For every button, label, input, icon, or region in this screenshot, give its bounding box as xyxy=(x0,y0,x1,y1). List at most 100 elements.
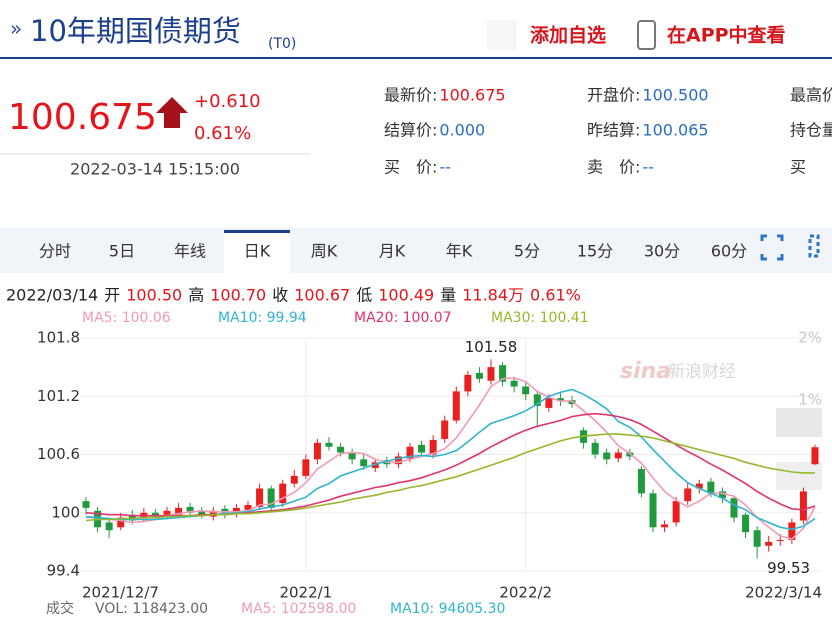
quote-time: 2022-03-14 15:15:00 xyxy=(70,160,240,179)
y2-tick-label: 1% xyxy=(798,390,822,408)
tab[interactable]: 日K xyxy=(244,242,271,261)
candle-body xyxy=(464,374,472,392)
last-price: 100.675 xyxy=(8,97,157,138)
legend: MA5: 100.06 MA10: 99.94 MA20: 100.07 MA30: … xyxy=(82,310,589,326)
price-change: +0.610 xyxy=(194,91,261,112)
tab[interactable]: 60分 xyxy=(711,242,747,261)
active-tab xyxy=(224,231,290,273)
watermark-logo: sina xyxy=(620,359,671,384)
header-rule xyxy=(0,57,832,59)
candle-body xyxy=(649,493,657,528)
candle-body xyxy=(371,462,379,469)
info-label: 开盘价: xyxy=(587,86,640,105)
tab[interactable]: 5分 xyxy=(514,242,540,261)
tab[interactable]: 分时 xyxy=(39,242,71,261)
y-tick-label: 100.6 xyxy=(37,445,80,463)
legend-entry: MA30: 100.41 xyxy=(491,310,589,326)
candle-body xyxy=(614,452,622,459)
candle-body xyxy=(788,522,796,540)
candle-body xyxy=(256,488,264,507)
candle-body xyxy=(556,398,564,402)
add-watchlist[interactable]: 添加自选 xyxy=(530,24,606,47)
ohlc-value: 100.70 xyxy=(210,286,266,305)
candle-body xyxy=(707,481,715,494)
info-label: 昨结算: xyxy=(587,121,640,140)
candle-body xyxy=(475,372,483,379)
x-tick-label: 2022/1 xyxy=(279,584,332,602)
candle-body xyxy=(163,510,171,515)
volume-label: 成交 xyxy=(46,600,74,617)
candle-body xyxy=(487,367,495,381)
volume-value: VOL: 118423.00 xyxy=(95,601,208,617)
candle-body xyxy=(418,444,426,453)
candle-body xyxy=(406,446,414,459)
overlay-band xyxy=(776,462,822,490)
ma-line xyxy=(85,388,816,531)
candle-body xyxy=(591,442,599,455)
candle-body xyxy=(198,510,206,515)
candle-body xyxy=(267,488,275,508)
candle-body xyxy=(603,452,611,460)
tab[interactable]: 年K xyxy=(446,242,473,261)
tabs: 分时 5日 年线 日K 周K 月K 年K 5分 15分 30分 60分 xyxy=(39,230,747,273)
x-tick-label: 2022/3/14 xyxy=(745,584,822,602)
fullscreen-icon[interactable] xyxy=(760,234,784,261)
candle-body xyxy=(510,380,518,387)
tab[interactable]: 15分 xyxy=(577,242,613,261)
active-tab-bar xyxy=(224,230,290,233)
ohlc-value: 100.67 xyxy=(294,286,350,305)
candle-body xyxy=(776,539,784,541)
candle-body xyxy=(545,398,553,408)
candle-body xyxy=(302,459,310,476)
tab-bar xyxy=(0,228,832,273)
candle-body xyxy=(637,469,645,494)
legend-entry: MA20: 100.07 xyxy=(354,310,452,326)
candle-body xyxy=(175,507,183,515)
candle-body xyxy=(209,510,217,517)
ma-line xyxy=(86,376,816,540)
ohlc-value: 100.49 xyxy=(378,286,434,305)
tab[interactable]: 月K xyxy=(379,242,406,261)
tab[interactable]: 30分 xyxy=(644,242,680,261)
up-arrow xyxy=(156,97,188,128)
candle-body xyxy=(695,483,703,489)
phone-icon xyxy=(637,20,656,50)
tab[interactable]: 年线 xyxy=(174,242,206,261)
ohlc-label: 量 xyxy=(440,286,456,305)
candle-body xyxy=(128,514,136,521)
quote-line: 2022/03/14 开 100.50 高 100.70 收 100.67 低 100.49 量 1… xyxy=(6,286,581,305)
candle-body xyxy=(522,386,530,395)
candle-body xyxy=(533,394,541,406)
max-label: 101.58 xyxy=(465,338,518,356)
candle-body xyxy=(360,459,368,467)
candle-body xyxy=(452,391,460,421)
info-label: 买 xyxy=(790,158,806,177)
candle-body xyxy=(394,456,402,465)
chart: 99.4 100 100.6 101.2 101.8 2% 1% 2021/12/7 2022/… xyxy=(37,329,822,602)
info-label: 最新价: xyxy=(384,86,437,105)
chevron-icon: » xyxy=(10,17,22,41)
info-value: -- xyxy=(642,158,654,177)
candle-body xyxy=(279,483,287,504)
candle-body xyxy=(441,420,449,439)
tab[interactable]: 5日 xyxy=(109,242,135,261)
open-app[interactable]: 在APP中查看 xyxy=(667,24,786,47)
tab[interactable]: 周K xyxy=(311,242,338,261)
candle-body xyxy=(186,506,194,513)
candle-body xyxy=(742,514,750,533)
candle-body xyxy=(105,522,113,531)
title-suffix: (T0) xyxy=(268,36,296,52)
info-label: 结算价: xyxy=(384,121,437,140)
settings-icon[interactable] xyxy=(808,234,820,258)
ohlc-label: 高 xyxy=(188,286,204,305)
candle-body xyxy=(117,517,125,528)
ohlc-label: 开 xyxy=(104,286,120,305)
y2-tick-label: 2% xyxy=(798,329,822,347)
legend-entry: MA5: 100.06 xyxy=(82,310,171,326)
candle-body xyxy=(684,488,692,502)
candle-body xyxy=(799,491,807,521)
candle-body xyxy=(325,442,333,447)
candle-body xyxy=(244,504,252,510)
